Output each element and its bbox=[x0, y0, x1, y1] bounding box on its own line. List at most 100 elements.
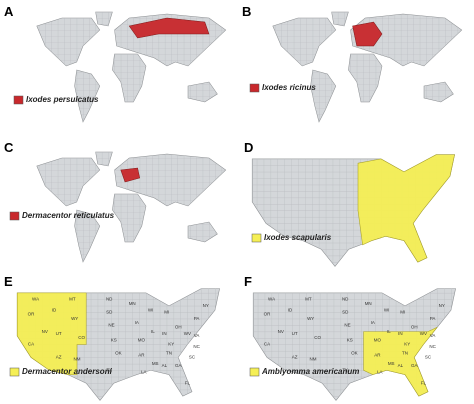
tick-range bbox=[352, 21, 383, 47]
state-label: AZ bbox=[56, 355, 62, 360]
panel-label: E bbox=[4, 274, 13, 289]
legend-swatch bbox=[251, 233, 262, 243]
state-label: TN bbox=[166, 350, 172, 355]
state-label: NV bbox=[278, 329, 284, 334]
panel-label: A bbox=[4, 4, 14, 19]
map bbox=[252, 288, 456, 401]
land-texture bbox=[95, 152, 113, 166]
state-label: SD bbox=[106, 309, 113, 314]
state-label: ND bbox=[342, 297, 349, 302]
state-label: WA bbox=[268, 297, 275, 302]
state-label: WY bbox=[307, 316, 314, 321]
land-texture bbox=[112, 54, 146, 102]
state-label: NE bbox=[344, 322, 350, 327]
map-panel: A Ixodes persulcatus bbox=[4, 4, 227, 123]
state-label: MI bbox=[400, 309, 405, 314]
state-label: WY bbox=[71, 316, 78, 321]
state-label: IA bbox=[135, 320, 139, 325]
state-label: WV bbox=[184, 331, 191, 336]
state-label: NE bbox=[108, 322, 114, 327]
state-label: SC bbox=[425, 355, 432, 360]
map bbox=[16, 288, 220, 401]
tick-range bbox=[128, 17, 210, 39]
state-label: UT bbox=[292, 331, 298, 336]
state-label: NM bbox=[310, 357, 317, 362]
state-label: MN bbox=[365, 301, 372, 306]
legend-swatch bbox=[13, 95, 24, 105]
state-label: MI bbox=[164, 309, 169, 314]
state-label: NM bbox=[74, 357, 81, 362]
state-label: KS bbox=[347, 337, 353, 342]
land-texture bbox=[272, 18, 336, 66]
land-texture bbox=[310, 70, 336, 122]
panel-label: F bbox=[244, 274, 252, 289]
map-panel: C Dermacentor reticulatus bbox=[4, 140, 227, 263]
state-label: NV bbox=[42, 329, 48, 334]
state-label: ND bbox=[106, 297, 113, 302]
map-panel: F Amblyomma americanum WA OR CA NV ID MT WY UT CO A… bbox=[244, 274, 456, 401]
legend-text: Ixodes persulcatus bbox=[26, 95, 99, 104]
land-texture bbox=[188, 222, 218, 242]
state-label: GA bbox=[411, 363, 418, 368]
map-panel: B Ixodes ricinus bbox=[242, 4, 463, 123]
state-label: TX bbox=[106, 367, 112, 372]
state-label: IL bbox=[387, 329, 391, 334]
map bbox=[36, 151, 227, 263]
legend-text: Dermacentor andersoni bbox=[22, 367, 113, 376]
state-label: WA bbox=[32, 297, 39, 302]
land-texture bbox=[424, 82, 454, 102]
land-texture bbox=[36, 18, 100, 66]
map-panel: D Ixodes scapularis bbox=[244, 140, 455, 267]
panel-label: B bbox=[242, 4, 251, 19]
state-label: KY bbox=[404, 342, 410, 347]
map bbox=[272, 11, 463, 123]
legend-swatch bbox=[249, 83, 260, 93]
state-label: IL bbox=[151, 329, 155, 334]
tick-range bbox=[120, 167, 141, 183]
state-label: CO bbox=[314, 335, 321, 340]
panel-label: D bbox=[244, 140, 253, 155]
state-label: CA bbox=[264, 342, 270, 347]
state-label: IN bbox=[162, 331, 167, 336]
map bbox=[251, 154, 455, 267]
map-panel: E Dermacentor andersoni WA OR CA NV ID MT WY UT CO… bbox=[4, 274, 220, 401]
state-label: CO bbox=[78, 335, 85, 340]
state-label: LA bbox=[377, 370, 383, 375]
state-label: IN bbox=[398, 331, 403, 336]
state-label: AL bbox=[162, 363, 168, 368]
state-label: GA bbox=[175, 363, 182, 368]
land-texture bbox=[331, 12, 349, 26]
state-label: MS bbox=[152, 361, 159, 366]
state-label: ID bbox=[288, 307, 293, 312]
tick-range bbox=[16, 292, 87, 375]
state-label: SD bbox=[342, 309, 349, 314]
tick-range bbox=[357, 154, 455, 263]
state-label: WI bbox=[148, 307, 154, 312]
legend-swatch bbox=[9, 211, 20, 221]
state-label: OR bbox=[264, 312, 272, 317]
state-label: MO bbox=[374, 337, 382, 342]
state-label: OR bbox=[28, 312, 36, 317]
legend-swatch bbox=[249, 367, 260, 377]
legend-text: Ixodes ricinus bbox=[262, 83, 316, 92]
state-label: UT bbox=[56, 331, 62, 336]
state-label: PA bbox=[430, 316, 436, 321]
state-label: TN bbox=[402, 350, 408, 355]
legend-text: Dermacentor reticulatus bbox=[22, 211, 115, 220]
land-texture bbox=[350, 14, 462, 66]
land-texture bbox=[188, 82, 218, 102]
state-label: SC bbox=[189, 355, 196, 360]
state-label: NC bbox=[193, 344, 200, 349]
map bbox=[36, 11, 227, 123]
legend-swatch bbox=[9, 367, 20, 377]
state-label: OH bbox=[411, 324, 418, 329]
state-label: WV bbox=[420, 331, 427, 336]
land-texture bbox=[74, 210, 100, 262]
state-label: FL bbox=[421, 380, 427, 385]
state-label: MO bbox=[138, 337, 146, 342]
state-label: AR bbox=[374, 352, 381, 357]
state-label: MT bbox=[69, 297, 76, 302]
tick-range bbox=[363, 327, 438, 397]
state-label: PA bbox=[194, 316, 200, 321]
